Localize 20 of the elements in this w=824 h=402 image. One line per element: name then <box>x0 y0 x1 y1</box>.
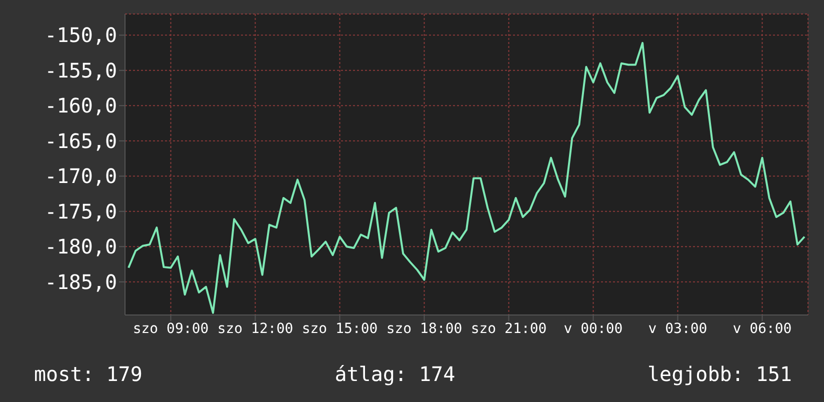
y-tick-label: -170,0 <box>44 164 117 188</box>
x-tick-label: v 03:00 <box>648 320 708 337</box>
x-tick-label: szo 18:00 <box>386 320 462 337</box>
text: átlag: 174 <box>334 362 456 386</box>
y-tick-label: -165,0 <box>44 128 117 153</box>
line-series <box>128 42 806 314</box>
y-tick-label: -155,0 <box>44 58 117 82</box>
text: legjobb: 151 <box>647 362 792 386</box>
x-tick-label: szo 15:00 <box>302 320 378 337</box>
y-tick-label: -175,0 <box>44 199 117 224</box>
x-tick-label: v 06:00 <box>732 320 792 337</box>
x-tick-label: v 00:00 <box>564 320 623 337</box>
x-tick-label: szo 09:00 <box>132 320 209 337</box>
y-tick-label: -160,0 <box>44 94 117 118</box>
y-tick-label: -180,0 <box>44 234 117 259</box>
y-tick-label: -150,0 <box>44 23 117 48</box>
x-tick-label: szo 12:00 <box>217 320 294 337</box>
x-tick-label: szo 21:00 <box>470 320 547 337</box>
y-tick-label: -185,0 <box>44 270 117 294</box>
text: most: 179 <box>34 362 142 386</box>
